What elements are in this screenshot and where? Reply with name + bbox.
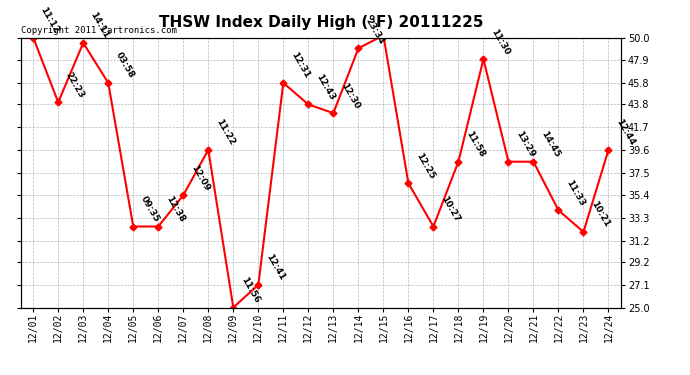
- Text: 12:44: 12:44: [614, 117, 636, 147]
- Text: 22:23: 22:23: [63, 70, 86, 99]
- Text: 09:35: 09:35: [139, 194, 161, 224]
- Text: 23:34: 23:34: [364, 16, 386, 45]
- Text: Copyright 2011 Cartronics.com: Copyright 2011 Cartronics.com: [21, 26, 177, 35]
- Text: 11:33: 11:33: [564, 178, 586, 207]
- Text: 12:30: 12:30: [339, 81, 361, 110]
- Text: 10:27: 10:27: [439, 194, 461, 224]
- Text: 11:30: 11:30: [489, 27, 511, 56]
- Text: 12:43: 12:43: [314, 72, 336, 102]
- Text: 14:11: 14:11: [89, 11, 111, 40]
- Text: 12:25: 12:25: [414, 151, 436, 180]
- Text: 13:29: 13:29: [514, 129, 536, 159]
- Text: 14:45: 14:45: [539, 129, 561, 159]
- Text: 11:12: 11:12: [39, 5, 61, 35]
- Text: 03:58: 03:58: [114, 51, 136, 80]
- Text: 11:56: 11:56: [239, 275, 261, 305]
- Text: 12:31: 12:31: [289, 51, 311, 80]
- Text: 12:09: 12:09: [189, 163, 211, 192]
- Text: THSW Index Daily High (°F) 20111225: THSW Index Daily High (°F) 20111225: [159, 15, 483, 30]
- Text: 11:22: 11:22: [214, 118, 236, 147]
- Text: 11:58: 11:58: [464, 130, 486, 159]
- Text: 12:38: 12:38: [164, 194, 186, 224]
- Text: 12:41: 12:41: [264, 253, 286, 282]
- Text: 10:21: 10:21: [589, 200, 611, 229]
- Text: 01:18: 01:18: [0, 374, 1, 375]
